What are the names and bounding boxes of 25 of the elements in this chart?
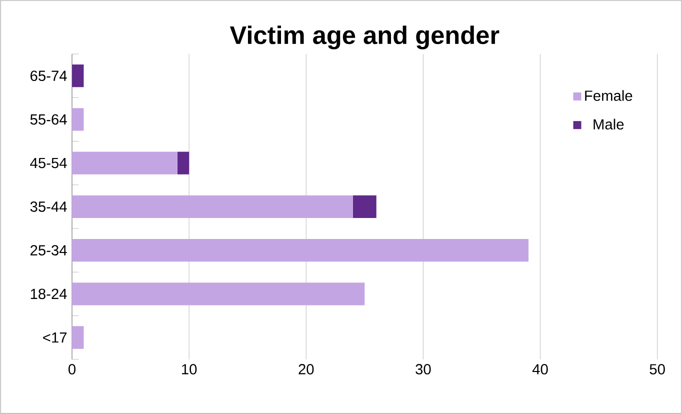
y-tick-label: 35-44 (30, 201, 67, 212)
y-tick-label: <17 (43, 332, 67, 343)
bar (72, 108, 84, 131)
legend-label: Male (594, 118, 624, 130)
x-tick-label: 30 (416, 364, 431, 374)
bar (72, 64, 84, 88)
bar (72, 282, 365, 306)
chart-title: Victim age and gender (230, 26, 500, 50)
x-tick-label: 50 (650, 364, 665, 374)
x-tick-label: 40 (532, 364, 548, 374)
y-tick-label: 18-24 (30, 288, 67, 300)
bar (352, 195, 376, 218)
bar (72, 152, 178, 174)
x-tick-label: 0 (68, 364, 76, 374)
y-tick-label: 55-64 (30, 114, 67, 125)
bar (177, 152, 190, 174)
x-tick-label: 10 (182, 364, 197, 374)
x-tick-label: 20 (298, 364, 314, 374)
y-tick-label: 65-74 (30, 70, 67, 82)
bar (72, 326, 84, 349)
legend-label: Female (585, 90, 632, 101)
bar (72, 238, 529, 262)
y-tick-label: 45-54 (30, 158, 67, 168)
y-tick-label: 25-34 (30, 245, 67, 256)
bar (72, 195, 353, 218)
